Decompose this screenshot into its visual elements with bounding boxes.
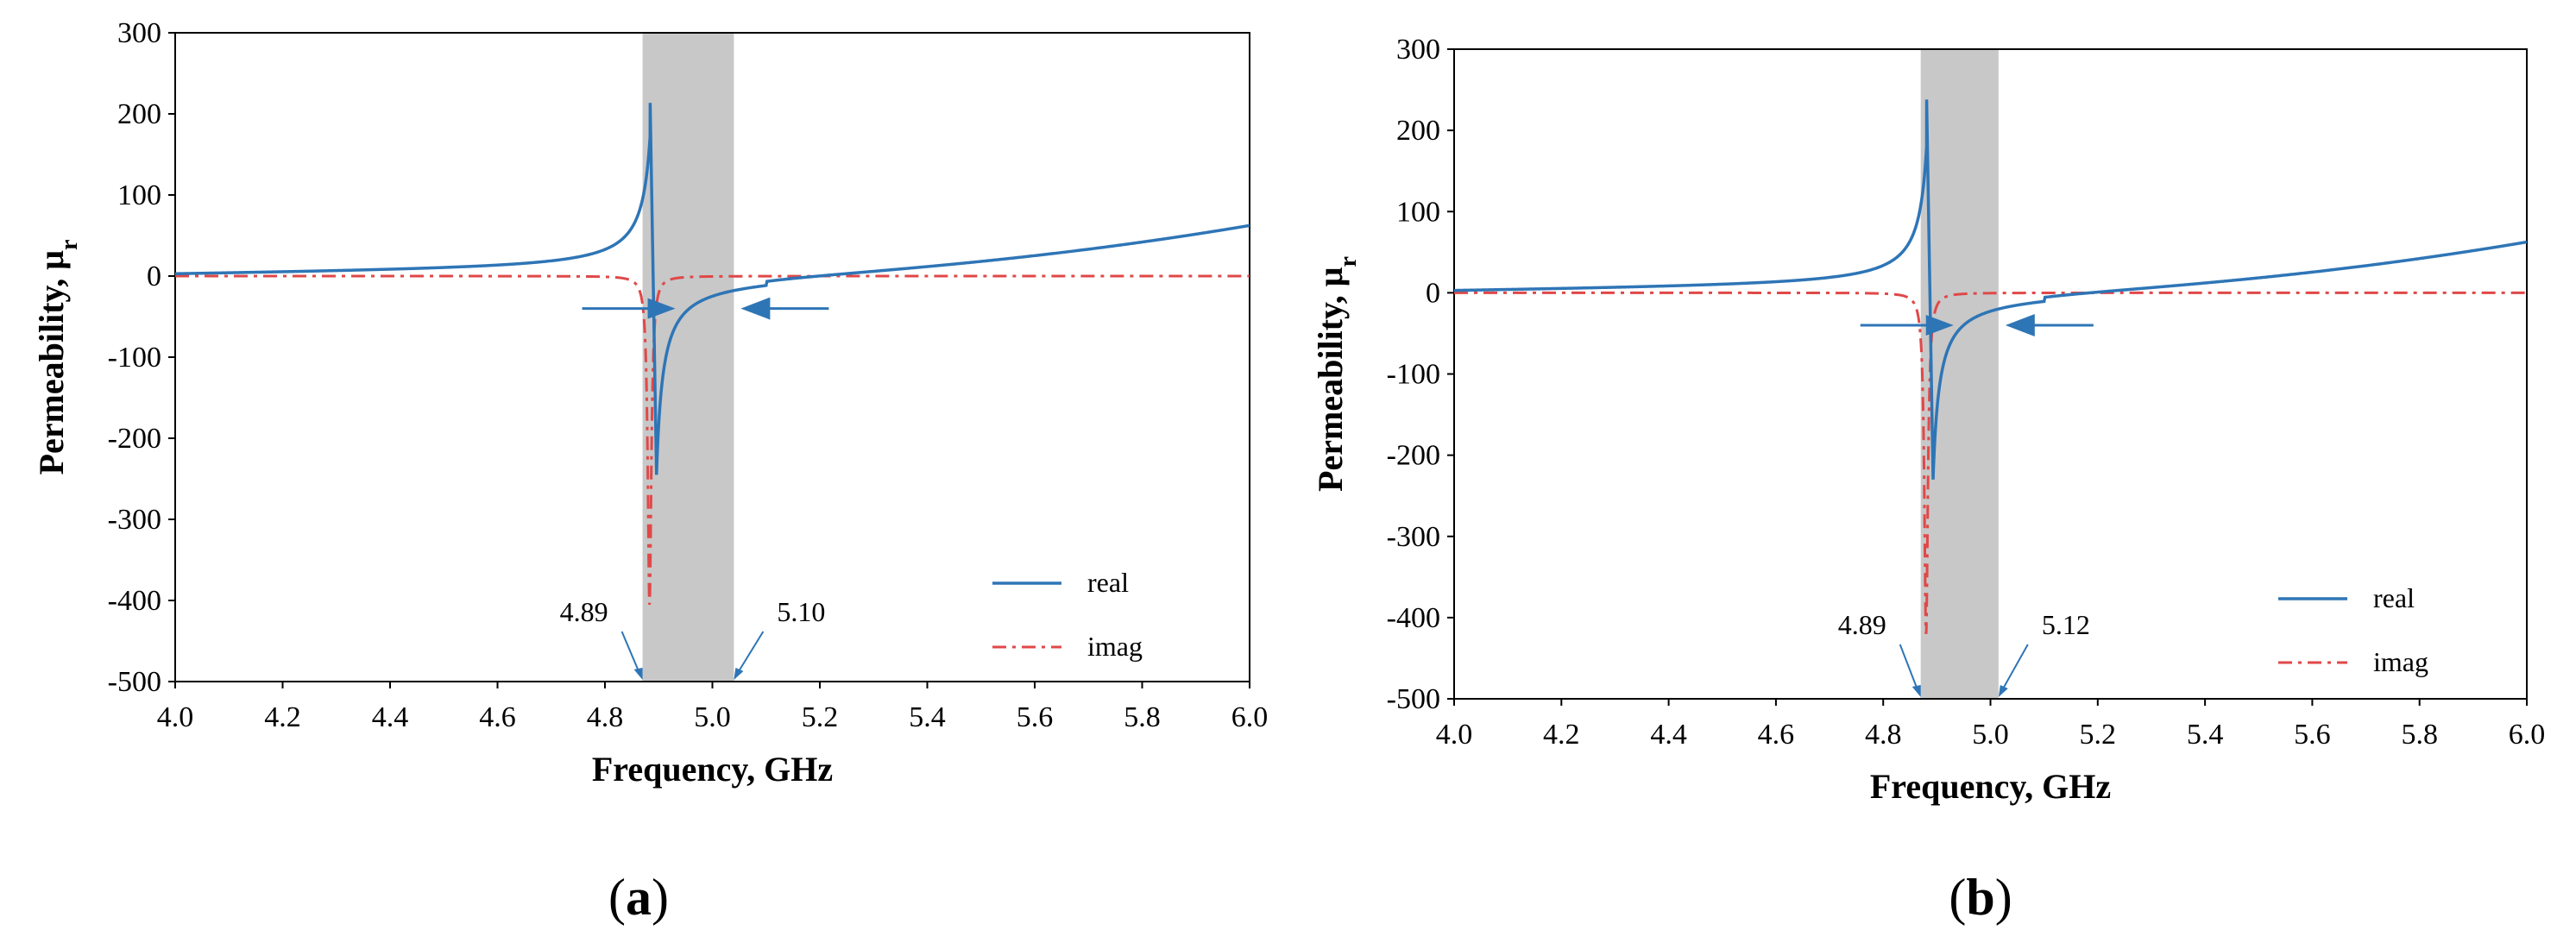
- x-tick-label: 4.8: [587, 701, 624, 733]
- x-tick-label: 5.0: [1972, 719, 2009, 751]
- shaded-band: [1920, 49, 1999, 699]
- y-tick-label: -500: [1387, 683, 1440, 715]
- x-axis-title: Frequency, GHz: [592, 750, 833, 789]
- y-tick-label: 0: [147, 261, 161, 292]
- arrow-right-head-icon: [647, 298, 676, 319]
- x-tick-label: 5.2: [802, 701, 839, 733]
- x-tick-label: 4.0: [1436, 719, 1473, 751]
- y-tick-label: -300: [1387, 521, 1440, 553]
- x-tick-label: 6.0: [1231, 701, 1269, 733]
- arrow-left-head-icon: [740, 297, 771, 320]
- legend: real imag: [992, 567, 1143, 662]
- legend-label-real: real: [2373, 582, 2415, 613]
- x-tick-label: 4.2: [1543, 719, 1580, 751]
- annotation-pointer: [734, 631, 765, 677]
- y-tick-label: 200: [117, 98, 161, 130]
- panel-label-part: a: [626, 869, 652, 926]
- y-tick-label: 100: [117, 179, 161, 211]
- panel-label-part: ): [652, 869, 669, 926]
- x-axis-title: Frequency, GHz: [1870, 767, 2111, 806]
- series-real-line: [1454, 99, 2527, 480]
- y-tick-label: -300: [108, 504, 161, 536]
- x-tick-label: 5.0: [694, 701, 731, 733]
- x-tick-label: 4.0: [157, 701, 194, 733]
- x-tick-label: 4.4: [1650, 719, 1687, 751]
- chart-panel-b: 300 200 100 0 -100 -200 -300 -400 -500 4.0 4.2 4.4 4…: [1311, 34, 2545, 926]
- annotation-arrowhead-icon: [734, 668, 744, 680]
- series-imag-line: [175, 274, 1250, 605]
- panel-label: (b): [1949, 869, 2012, 926]
- x-tick-label: 5.2: [2080, 719, 2117, 751]
- annotation-pointer: [1899, 644, 1920, 694]
- x-tick-label: 5.4: [909, 701, 946, 733]
- y-tick-label: 300: [117, 17, 161, 49]
- x-tick-label: 5.6: [1017, 701, 1054, 733]
- x-tick-label: 4.2: [264, 701, 301, 733]
- x-tick-label: 4.6: [479, 701, 516, 733]
- arrow-right-head-icon: [1925, 315, 1954, 336]
- x-tick-label: 5.8: [1124, 701, 1161, 733]
- legend-label-imag: imag: [2373, 646, 2428, 677]
- annotation-label: 4.89: [560, 596, 608, 627]
- annotation-label: 5.10: [777, 596, 825, 627]
- annotation-arrowhead-icon: [633, 668, 643, 680]
- y-tick-label: 300: [1396, 34, 1440, 66]
- series-imag-line: [1454, 291, 2527, 634]
- y-tick-label: 200: [1396, 115, 1440, 147]
- y-axis-title-subscript: r: [56, 240, 83, 250]
- x-tick-label: 5.4: [2187, 719, 2224, 751]
- x-tick-label: 5.8: [2401, 719, 2438, 751]
- series-real-line: [175, 103, 1250, 475]
- panel-label-part: b: [1966, 869, 1994, 926]
- shaded-band: [642, 33, 734, 682]
- y-tick-label: -200: [108, 423, 161, 455]
- x-tick-label: 5.6: [2294, 719, 2331, 751]
- legend-label-real: real: [1087, 567, 1129, 598]
- legend-label-imag: imag: [1087, 631, 1143, 662]
- annotation-label: 4.89: [1838, 609, 1886, 640]
- y-axis-title: Permeability, μr: [1311, 256, 1362, 492]
- y-tick-label: -500: [108, 666, 161, 698]
- panel-label-part: (: [608, 869, 626, 926]
- y-tick-label: -100: [1387, 359, 1440, 391]
- annotation-arrowhead-icon: [1998, 685, 2008, 697]
- panel-label-part: (: [1949, 869, 1966, 926]
- y-axis-title-subscript: r: [1335, 256, 1362, 267]
- x-tick-label: 4.6: [1758, 719, 1795, 751]
- y-tick-label: 0: [1426, 277, 1440, 309]
- y-tick-label: 100: [1396, 196, 1440, 228]
- x-tick-label: 4.4: [372, 701, 409, 733]
- annotation-pointer: [1999, 644, 2029, 694]
- arrow-left-head-icon: [2005, 314, 2035, 337]
- x-tick-label: 4.8: [1865, 719, 1902, 751]
- panel-label-part: ): [1995, 869, 2012, 926]
- y-axis-title: Permeability, μr: [32, 240, 83, 475]
- y-tick-label: -100: [108, 342, 161, 374]
- annotation-arrowhead-icon: [1912, 685, 1921, 697]
- y-tick-label: -200: [1387, 440, 1440, 472]
- annotation-label: 5.12: [2042, 609, 2090, 640]
- panel-label: (a): [608, 869, 669, 926]
- y-tick-label: -400: [1387, 602, 1440, 634]
- x-tick-label: 6.0: [2509, 719, 2546, 751]
- y-tick-label: -400: [108, 585, 161, 617]
- legend: real imag: [2278, 582, 2428, 677]
